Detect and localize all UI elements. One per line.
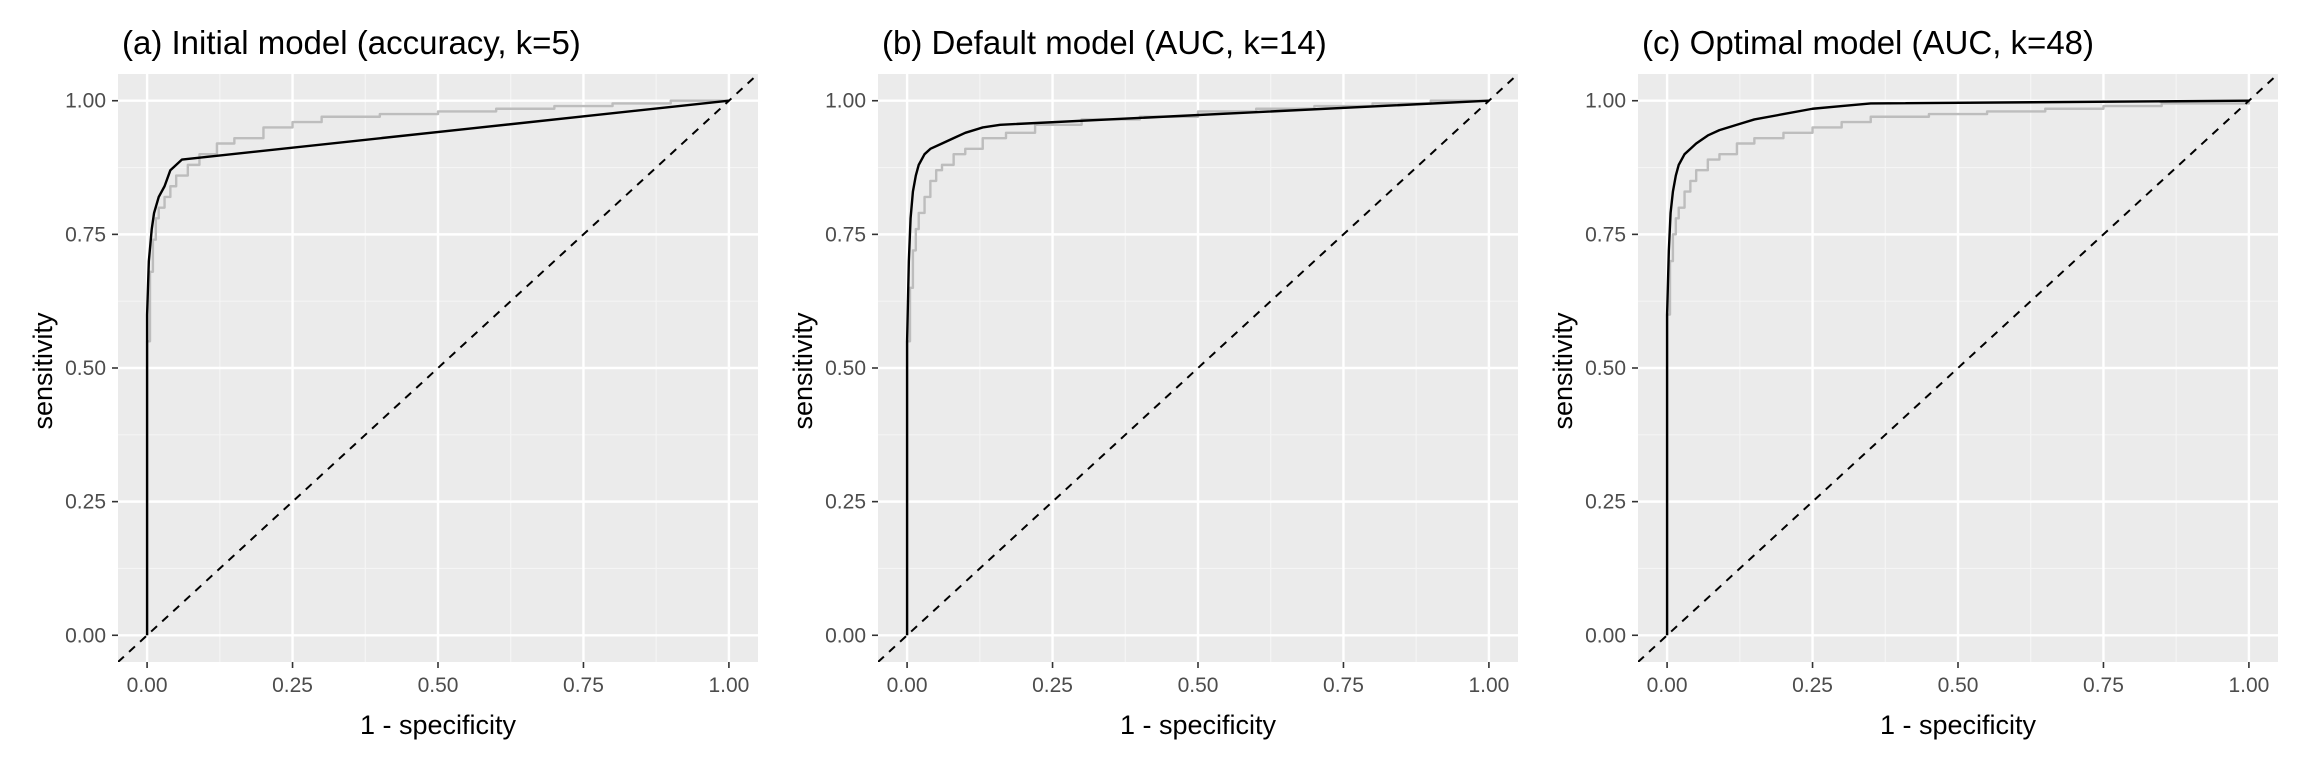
panel-c-x-axis-label: 1 - specificity xyxy=(1880,710,2037,740)
y-tick-label: 0.00 xyxy=(1585,624,1626,647)
panel-b-grid xyxy=(878,74,1518,662)
x-tick-label: 0.75 xyxy=(563,674,604,697)
x-tick-label: 0.00 xyxy=(1647,674,1688,697)
y-tick-label: 0.50 xyxy=(825,357,866,380)
panel-c-y-axis-label: sensitivity xyxy=(1548,312,1578,430)
y-tick-label: 0.75 xyxy=(825,223,866,246)
y-tick-label: 0.75 xyxy=(65,223,106,246)
x-tick-label: 0.25 xyxy=(1032,674,1073,697)
panel-b-ticks: 0.00 0.25 0.50 0.75 1.00 0.00 0.25 0.50 0.75 1.00 xyxy=(825,90,1509,697)
panel-a-svg: (a) Initial model (accuracy, k=5) 0.00 0.… xyxy=(28,24,758,740)
x-tick-label: 1.00 xyxy=(708,674,749,697)
panel-a-title: (a) Initial model (accuracy, k=5) xyxy=(122,24,581,61)
reference-diagonal-line xyxy=(878,74,1518,662)
y-tick-label: 1.00 xyxy=(825,90,866,113)
panel-b-x-axis-label: 1 - specificity xyxy=(1120,710,1277,740)
panel-b-svg: (b) Default model (AUC, k=14) 0.00 0.25 0.… xyxy=(788,24,1518,740)
y-tick-label: 1.00 xyxy=(65,90,106,113)
roc-curve-black xyxy=(1665,99,2249,636)
panel-a-grid xyxy=(118,74,758,662)
panel-c-svg: (c) Optimal model (AUC, k=48) 0.00 0.25 0.… xyxy=(1548,24,2278,740)
panel-b-series xyxy=(878,74,1518,662)
x-tick-label: 1.00 xyxy=(2228,674,2269,697)
x-tick-label: 0.25 xyxy=(272,674,313,697)
panel-c: (c) Optimal model (AUC, k=48) 0.00 0.25 0.… xyxy=(1520,0,2280,768)
panel-b: (b) Default model (AUC, k=14) 0.00 0.25 0.… xyxy=(760,0,1520,768)
panel-a-y-axis-label: sensitivity xyxy=(28,312,58,430)
roc-curve-gray xyxy=(145,99,729,636)
reference-diagonal-line xyxy=(118,74,758,662)
y-tick-label: 1.00 xyxy=(1585,90,1626,113)
x-tick-label: 0.50 xyxy=(1178,674,1219,697)
y-tick-label: 0.25 xyxy=(1585,491,1626,514)
x-tick-label: 0.25 xyxy=(1792,674,1833,697)
y-tick-label: 0.25 xyxy=(65,491,106,514)
roc-curve-gray xyxy=(905,99,1489,636)
x-tick-label: 1.00 xyxy=(1468,674,1509,697)
panel-c-ticks: 0.00 0.25 0.50 0.75 1.00 0.00 0.25 0.50 0.75 1.00 xyxy=(1585,90,2269,697)
panel-c-series xyxy=(1638,74,2278,662)
panel-a-series xyxy=(118,74,758,662)
y-tick-label: 0.50 xyxy=(1585,357,1626,380)
y-tick-label: 0.50 xyxy=(65,357,106,380)
y-tick-label: 0.75 xyxy=(1585,223,1626,246)
panel-c-title: (c) Optimal model (AUC, k=48) xyxy=(1642,24,2094,61)
y-tick-label: 0.00 xyxy=(65,624,106,647)
panel-b-title: (b) Default model (AUC, k=14) xyxy=(882,24,1327,61)
y-tick-label: 0.25 xyxy=(825,491,866,514)
panel-a: (a) Initial model (accuracy, k=5) 0.00 0.… xyxy=(0,0,760,768)
roc-curve-gray xyxy=(1665,100,2251,636)
panel-a-ticks: 0.00 0.25 0.50 0.75 1.00 0.00 0.25 0.50 0.75 1.00 xyxy=(65,90,749,697)
y-tick-label: 0.00 xyxy=(825,624,866,647)
x-tick-label: 0.50 xyxy=(1938,674,1979,697)
x-tick-label: 0.75 xyxy=(2083,674,2124,697)
reference-diagonal-line xyxy=(1638,74,2278,662)
panel-b-y-axis-label: sensitivity xyxy=(788,312,818,430)
roc-curve-black xyxy=(905,99,1489,636)
panel-a-x-axis-label: 1 - specificity xyxy=(360,710,517,740)
x-tick-label: 0.75 xyxy=(1323,674,1364,697)
x-tick-label: 0.00 xyxy=(887,674,928,697)
x-tick-label: 0.50 xyxy=(418,674,459,697)
x-tick-label: 0.00 xyxy=(127,674,168,697)
roc-curve-black xyxy=(145,99,730,636)
